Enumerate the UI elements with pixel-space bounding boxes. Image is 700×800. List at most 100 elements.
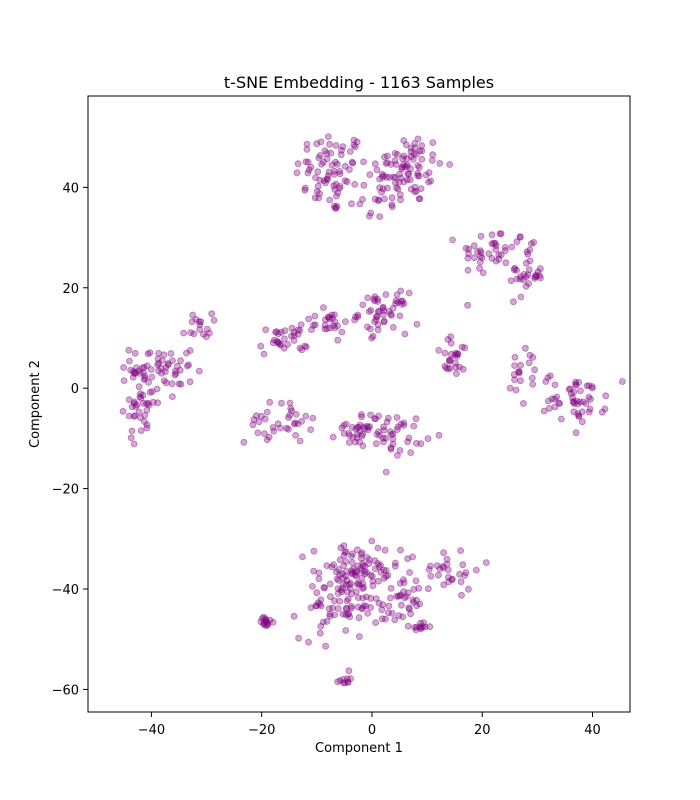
data-point [131,349,139,357]
data-point [572,378,579,386]
data-point [405,604,413,612]
data-point [392,297,400,305]
data-point [358,605,366,613]
data-point [326,610,334,618]
data-point [510,266,518,274]
data-point [476,258,484,266]
data-point [266,616,274,624]
data-point [476,247,484,255]
data-point [316,152,324,159]
data-point [400,137,408,144]
data-point [120,377,128,385]
data-point [332,158,339,166]
data-point [336,677,344,684]
data-point [155,349,163,357]
data-point [449,236,456,244]
data-point [196,321,204,329]
data-point [458,591,465,599]
data-point [380,307,388,315]
data-point [119,407,127,415]
data-point [427,177,435,185]
data-point [407,165,414,173]
data-point [528,240,535,248]
data-point [347,604,355,612]
data-point [330,182,338,190]
data-point [572,380,580,388]
data-point [314,599,322,607]
data-point [130,440,138,448]
data-point [445,578,453,586]
data-point [205,329,213,337]
data-point [265,433,273,441]
data-point [459,365,467,373]
data-point [379,601,387,608]
x-tick-label: −40 [138,723,165,738]
data-point [329,433,337,441]
data-point [127,434,135,442]
data-point [367,306,375,314]
data-point [375,599,383,607]
data-point [513,275,521,283]
data-point [446,357,454,365]
data-point [269,339,277,347]
data-point [295,634,303,642]
data-point [172,370,180,378]
data-point [339,584,347,592]
data-point [413,320,421,328]
data-point [497,251,505,259]
data-point [326,580,334,588]
data-point [387,445,395,453]
data-point [435,431,443,439]
data-point [444,573,452,581]
data-point [410,422,418,430]
data-point [286,411,294,419]
data-point [406,176,414,184]
data-point [351,568,359,576]
data-point [545,404,553,412]
data-point [598,408,606,416]
data-point [416,600,424,608]
data-point [495,251,503,259]
data-point [167,350,175,357]
data-point [492,246,500,254]
data-point [137,390,144,398]
data-point [154,361,162,369]
data-point [339,143,347,151]
data-point [343,178,351,186]
data-point [369,582,377,590]
data-point [332,204,340,212]
data-point [321,316,329,324]
data-point [372,619,380,626]
data-point [307,604,315,611]
data-point [369,577,377,585]
data-point [523,248,531,256]
data-point [148,388,156,396]
data-point [508,243,516,251]
data-point [357,565,365,572]
data-point [325,605,333,613]
data-point [459,561,467,569]
data-point [321,325,329,333]
data-point [338,570,346,578]
data-point [416,147,424,155]
data-point [304,169,312,177]
data-point [389,323,397,331]
data-point [356,438,364,446]
data-point [269,618,277,626]
data-point [416,623,424,631]
data-point [290,420,298,428]
data-point [399,576,407,583]
data-point [571,400,578,407]
data-point [361,425,369,433]
data-point [397,546,404,554]
data-point [340,562,348,569]
data-point [418,147,426,155]
data-point [355,614,363,622]
data-point [492,257,500,265]
data-point [362,602,370,610]
data-point [340,551,348,559]
data-point [176,366,184,374]
data-point [277,424,284,432]
data-point [393,426,401,434]
data-point [351,180,359,188]
